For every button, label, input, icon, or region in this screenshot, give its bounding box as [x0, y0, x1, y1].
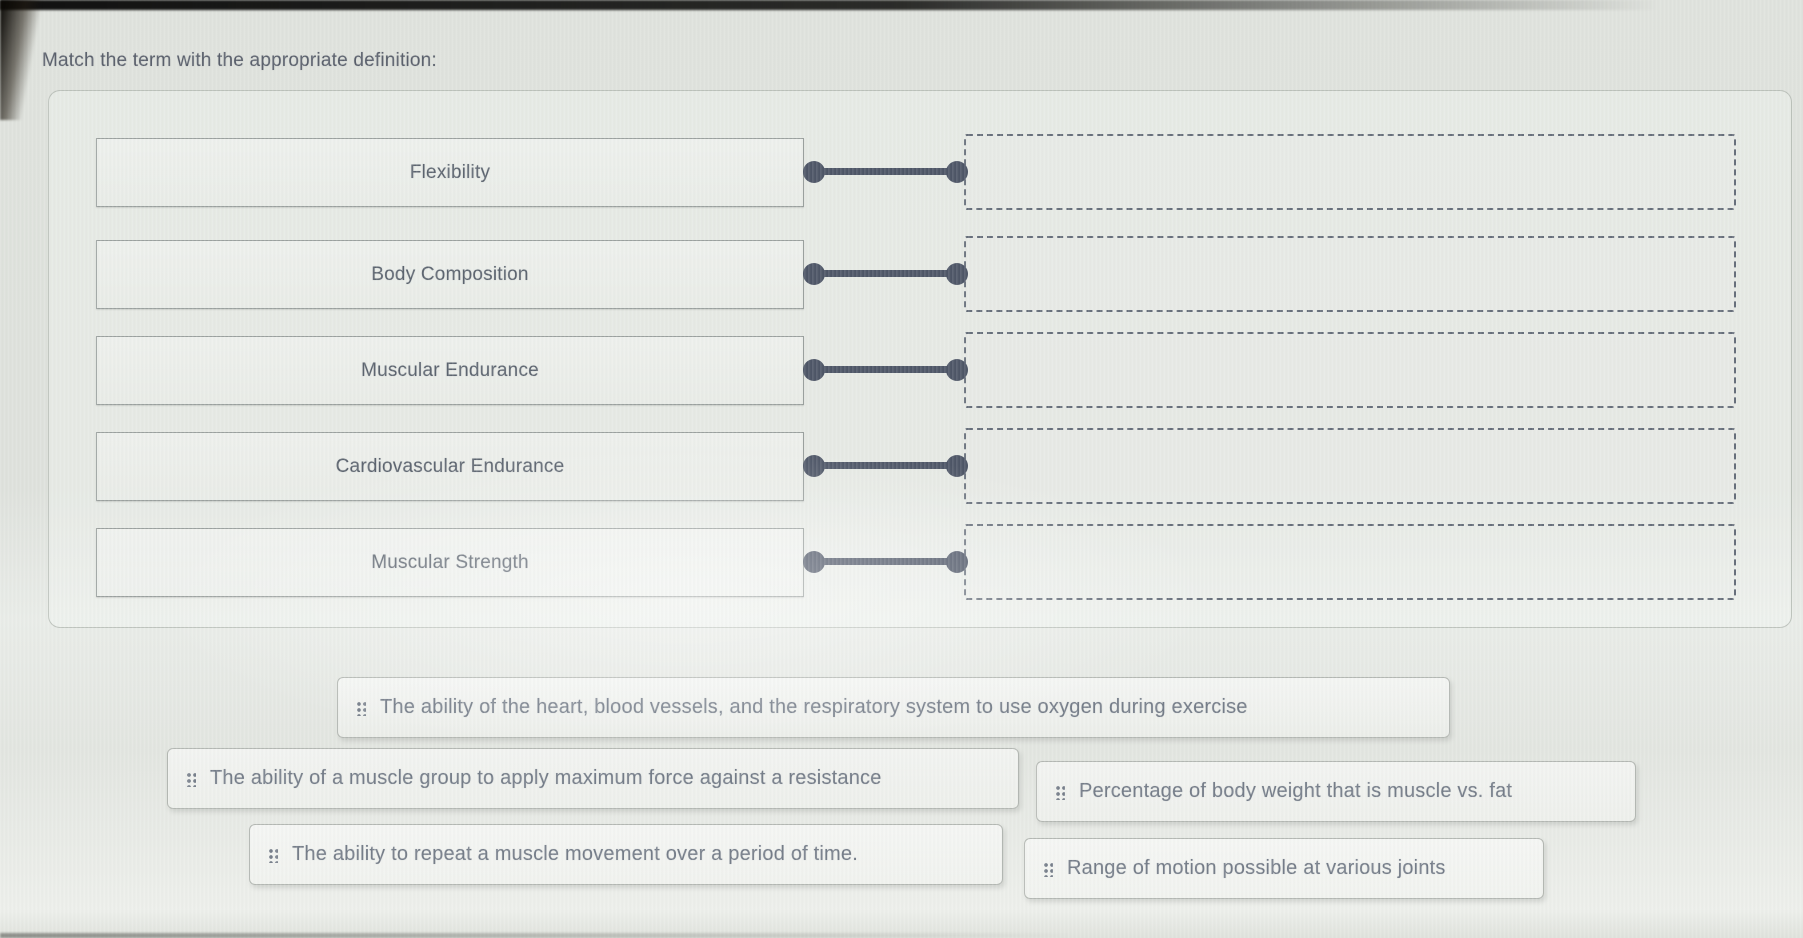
definition-chip-label: The ability to repeat a muscle movement …: [292, 843, 858, 865]
definition-chip-label: Percentage of body weight that is muscle…: [1079, 780, 1513, 802]
photo-edge-top-left: [0, 0, 42, 120]
definition-chip[interactable]: The ability to repeat a muscle movement …: [249, 824, 1003, 885]
match-connector: [803, 550, 968, 573]
definition-chip[interactable]: The ability of the heart, blood vessels,…: [337, 677, 1450, 738]
photo-edge-bottom: [0, 933, 1263, 938]
drag-handle-icon: [356, 699, 366, 716]
drag-handle-icon: [1043, 860, 1053, 877]
definition-chip[interactable]: Range of motion possible at various join…: [1024, 838, 1544, 899]
definition-chip-label: The ability of the heart, blood vessels,…: [380, 696, 1248, 718]
connector-endpoint-dot: [803, 160, 825, 183]
connector-endpoint-dot: [803, 358, 825, 381]
connector-endpoint-dot: [946, 262, 968, 285]
definition-chip[interactable]: The ability of a muscle group to apply m…: [167, 748, 1019, 809]
match-connector: [803, 160, 968, 183]
term-box-flexibility: Flexibility: [96, 138, 804, 207]
term-box-muscular-endurance: Muscular Endurance: [96, 336, 804, 405]
definition-chip-label: The ability of a muscle group to apply m…: [210, 767, 882, 789]
term-label: Body Composition: [371, 263, 529, 285]
question-prompt: Match the term with the appropriate defi…: [42, 50, 437, 71]
definition-drop-zone[interactable]: [964, 134, 1736, 210]
definition-drop-zone[interactable]: [964, 524, 1736, 600]
photo-edge-top: [0, 0, 1803, 10]
matching-panel: [48, 90, 1792, 628]
definition-drop-zone[interactable]: [964, 428, 1736, 504]
match-connector: [803, 454, 968, 477]
connector-endpoint-dot: [946, 454, 968, 477]
connector-endpoint-dot: [946, 358, 968, 381]
term-label: Flexibility: [409, 161, 491, 183]
term-box-cardiovascular-endurance: Cardiovascular Endurance: [96, 432, 804, 501]
drag-handle-icon: [268, 846, 278, 863]
connector-endpoint-dot: [946, 550, 968, 573]
connector-endpoint-dot: [946, 160, 968, 183]
term-box-muscular-strength: Muscular Strength: [96, 528, 804, 597]
definition-drop-zone[interactable]: [964, 236, 1736, 312]
term-label: Muscular Strength: [371, 551, 529, 573]
term-box-body-composition: Body Composition: [96, 240, 804, 309]
definition-drop-zone[interactable]: [964, 332, 1736, 408]
definition-chip-label: Range of motion possible at various join…: [1067, 857, 1446, 879]
connector-endpoint-dot: [803, 454, 825, 477]
term-label: Cardiovascular Endurance: [335, 455, 565, 477]
definition-chip[interactable]: Percentage of body weight that is muscle…: [1036, 761, 1636, 822]
connector-endpoint-dot: [803, 262, 825, 285]
drag-handle-icon: [186, 770, 196, 787]
match-connector: [803, 358, 968, 381]
drag-handle-icon: [1055, 783, 1065, 800]
connector-endpoint-dot: [803, 550, 825, 573]
term-label: Muscular Endurance: [361, 359, 539, 381]
match-connector: [803, 262, 968, 285]
